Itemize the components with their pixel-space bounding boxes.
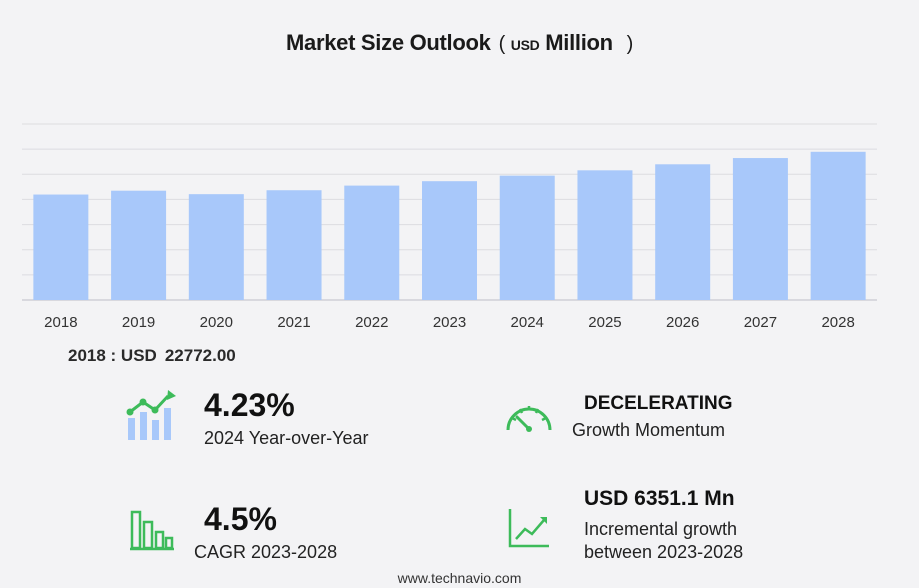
kpi-cagr-value: 4.5%: [204, 501, 277, 537]
x-tick-label-2022: 2022: [355, 314, 388, 331]
bar-2021: [266, 190, 322, 300]
bar-2022: [344, 185, 400, 300]
kpi-incremental: USD 6351.1 Mn Incremental growth between…: [584, 488, 743, 563]
x-tick-label-2023: 2023: [433, 314, 466, 331]
x-tick-label-2028: 2028: [821, 314, 854, 331]
chart-title: Market Size Outlook ( USD Million ): [0, 30, 919, 56]
x-tick-labels: 2018 2019 2020 2021 2022 2023 2024 2025 2026 2027…: [44, 314, 855, 331]
bar-2019: [111, 190, 167, 300]
footer-source: www.technavio.com: [397, 570, 522, 586]
x-tick-label-2025: 2025: [588, 314, 621, 331]
bar-2025: [577, 170, 633, 300]
bar-2028: [810, 151, 866, 300]
chart-title-main: Market Size Outlook: [286, 30, 491, 55]
x-tick-label-2018: 2018: [44, 314, 77, 331]
title-unit: Million: [545, 30, 613, 55]
x-tick-label-2026: 2026: [666, 314, 699, 331]
kpi-yoy: 4.23% 2024 Year-over-Year: [204, 389, 368, 450]
base-year-amount: 22772.00: [164, 346, 236, 365]
bar-2018: [33, 194, 89, 300]
title-open-paren: (: [498, 33, 506, 55]
growth-bars-icon: [126, 390, 176, 440]
kpi-yoy-value: 4.23%: [204, 387, 295, 423]
base-year-value: 2018 : USD 22772.00: [68, 346, 236, 366]
base-year-label: 2018 : USD: [68, 346, 157, 365]
speedometer-icon: [506, 406, 552, 432]
kpi-momentum-value: DECELERATING: [584, 393, 733, 414]
bar-2027: [732, 158, 788, 300]
x-tick-label-2021: 2021: [277, 314, 310, 331]
bar-2023: [422, 181, 477, 300]
title-close-paren: ): [626, 33, 634, 55]
kpi-incremental-label-line2: between 2023-2028: [584, 541, 744, 562]
bar-chart-icon: [130, 510, 174, 551]
title-currency: USD: [510, 37, 540, 53]
bar-2026: [655, 164, 711, 300]
kpi-yoy-label: 2024 Year-over-Year: [204, 428, 369, 448]
x-tick-label-2020: 2020: [200, 314, 233, 331]
x-tick-label-2024: 2024: [511, 314, 544, 331]
kpi-incremental-label-line1: Incremental growth: [584, 519, 738, 539]
bar-2024: [499, 175, 555, 300]
bar-chart: 2018 2019 2020 2021 2022 2023 2024 2025 2026 2027…: [22, 123, 877, 331]
x-tick-label-2019: 2019: [122, 314, 155, 331]
kpi-cagr-label: CAGR 2023-2028: [194, 542, 338, 562]
x-tick-label-2027: 2027: [744, 314, 777, 331]
bar-2020: [188, 194, 244, 300]
kpi-incremental-value: USD 6351.1 Mn: [584, 487, 735, 510]
trend-line-icon: [508, 509, 549, 548]
kpi-momentum-label: Growth Momentum: [572, 420, 726, 440]
kpi-momentum: DECELERATING Growth Momentum: [572, 394, 732, 442]
bars: [33, 151, 866, 300]
kpi-cagr: 4.5% CAGR 2023-2028: [194, 503, 337, 564]
